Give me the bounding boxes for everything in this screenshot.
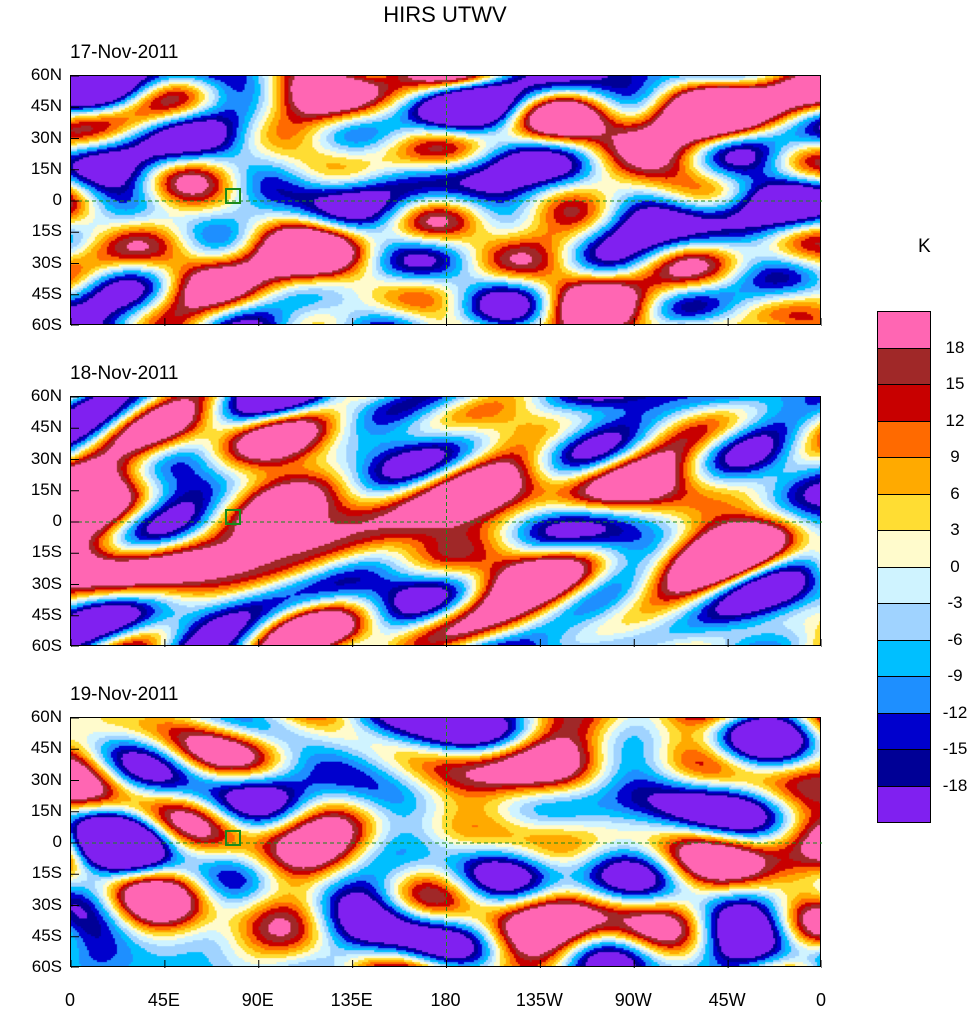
colorbar-label: 12 [945, 410, 965, 430]
colorbar-label: -15 [942, 739, 968, 758]
lat-tick-label: 45N [30, 417, 62, 437]
map-overlay [71, 718, 822, 968]
region-box [225, 509, 241, 525]
map-overlay [71, 76, 822, 326]
map-panel [70, 396, 822, 647]
heatmap-field [71, 76, 820, 324]
lat-tick-label: 30N [30, 127, 62, 147]
lat-tick-label: 30N [30, 448, 62, 468]
colorbar-swatch [877, 493, 931, 531]
lat-tick-label: 15S [31, 221, 62, 241]
colorbar-swatch [877, 603, 931, 641]
lat-tick-label: 60S [31, 636, 62, 655]
colorbar-label: -3 [947, 593, 963, 612]
lat-tick-label: 60N [30, 65, 62, 84]
lat-tick-label: 30S [31, 573, 62, 593]
lon-tick-label: 45E [147, 990, 180, 1010]
lon-tick-label: 0 [64, 990, 75, 1010]
lat-tick-label: 15N [30, 479, 62, 499]
colorbar-swatch [877, 785, 931, 823]
colorbar-swatch [877, 712, 931, 750]
lat-tick-label: 30S [31, 894, 62, 914]
lat-tick-label: 60S [31, 315, 62, 334]
lat-tick-label: 15N [30, 800, 62, 820]
lon-tick-label: 90W [614, 990, 652, 1010]
lat-tick-label: 45N [30, 96, 62, 116]
lat-tick-label: 45S [31, 283, 62, 303]
colorbar-label: 0 [950, 556, 960, 576]
colorbar-label: -18 [942, 775, 968, 795]
lon-tick-label: 0 [815, 990, 826, 1010]
panel-date: 17-Nov-2011 [70, 42, 179, 63]
colorbar-unit: K [918, 236, 931, 257]
lat-tick-label: 0 [52, 190, 62, 209]
region-box [225, 830, 241, 846]
lat-tick-label: 0 [52, 511, 62, 530]
lon-tick-label: 180 [430, 990, 461, 1010]
lat-tick-label: 45S [31, 604, 62, 624]
colorbar-swatch [877, 749, 931, 787]
lat-tick-label: 45S [31, 925, 62, 945]
colorbar-swatch [877, 566, 931, 604]
colorbar-label: 6 [950, 483, 960, 503]
colorbar-swatch [877, 676, 931, 714]
colorbar-label: 18 [945, 337, 965, 357]
lat-tick-label: 15N [30, 158, 62, 178]
colorbar-label: 9 [950, 447, 960, 466]
lat-tick-label: 15S [31, 542, 62, 562]
map-panel [70, 75, 822, 326]
map-overlay [71, 397, 822, 647]
lon-tick-label: 135E [330, 990, 373, 1010]
panel-date: 19-Nov-2011 [70, 684, 179, 705]
colorbar-swatch [877, 311, 931, 349]
lat-tick-label: 60S [31, 957, 62, 976]
lon-tick-label: 45W [708, 990, 746, 1010]
heatmap-field [71, 397, 820, 645]
lon-tick-label: 135W [515, 990, 563, 1010]
lat-tick-label: 45N [30, 738, 62, 758]
lat-tick-label: 60N [30, 386, 62, 405]
colorbar-swatch [877, 420, 931, 458]
lat-tick-label: 60N [30, 707, 62, 726]
colorbar-label: 15 [945, 374, 965, 393]
lat-tick-label: 30S [31, 252, 62, 272]
lat-tick-label: 15S [31, 863, 62, 883]
lon-tick-label: 90E [241, 990, 274, 1010]
chart-title: HIRS UTWV [383, 2, 507, 27]
heatmap-field [71, 718, 820, 966]
colorbar-swatch [877, 347, 931, 385]
panel-date: 18-Nov-2011 [70, 363, 179, 384]
colorbar-swatch [877, 639, 931, 677]
colorbar-label: -12 [942, 702, 968, 722]
colorbar-label: 3 [950, 520, 960, 539]
colorbar-label: -6 [947, 629, 963, 649]
colorbar-swatch [877, 530, 931, 568]
map-panel [70, 717, 822, 968]
lat-tick-label: 0 [52, 832, 62, 851]
lat-tick-label: 30N [30, 769, 62, 789]
region-box [225, 188, 241, 204]
colorbar-swatch [877, 384, 931, 422]
colorbar-swatch [877, 457, 931, 495]
colorbar-label: -9 [947, 666, 963, 685]
